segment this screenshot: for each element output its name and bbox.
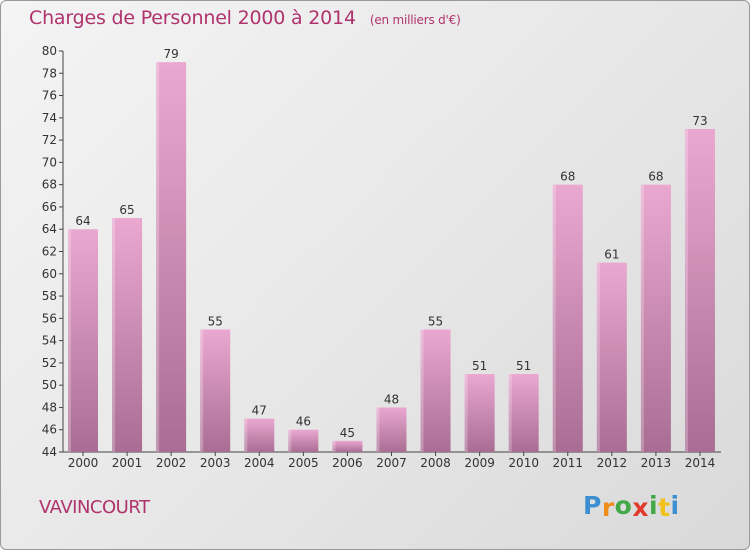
logo-letter: t (658, 493, 671, 522)
bar-2003[interactable] (200, 329, 231, 452)
logo-letter: i (649, 491, 659, 520)
data-label-2003: 55 (208, 314, 223, 328)
y-tick-label: 62 (42, 245, 57, 259)
bar-2011[interactable] (552, 184, 583, 452)
bar-highlight (640, 184, 644, 452)
x-tick-label-2005: 2005 (288, 456, 319, 470)
y-tick-label: 52 (42, 356, 57, 370)
y-tick-label: 56 (42, 311, 57, 325)
bar-highlight (420, 329, 424, 452)
y-tick-label: 64 (42, 222, 57, 236)
bar-2006[interactable] (332, 440, 363, 452)
bar-2005[interactable] (288, 429, 319, 452)
data-label-2005: 46 (296, 415, 311, 429)
x-tick-label-2010: 2010 (508, 456, 539, 470)
data-label-2001: 65 (119, 203, 134, 217)
y-tick-label: 66 (42, 200, 57, 214)
data-label-2010: 51 (516, 359, 531, 373)
y-tick-label: 46 (42, 423, 57, 437)
y-tick-label: 44 (42, 445, 57, 459)
y-tick-label: 48 (42, 400, 57, 414)
data-label-2014: 73 (692, 114, 707, 128)
logo-letter: P (583, 491, 602, 520)
chart-bars (68, 62, 715, 453)
y-tick-label: 54 (42, 334, 57, 348)
chart-title-text: Charges de Personnel 2000 à 2014 (29, 7, 356, 29)
x-tick-label-2007: 2007 (376, 456, 407, 470)
bar-2014[interactable] (684, 128, 715, 452)
bar-2001[interactable] (112, 218, 143, 452)
data-label-2000: 64 (75, 214, 90, 228)
bar-2009[interactable] (464, 374, 495, 452)
chart-title: Charges de Personnel 2000 à 2014 (en mill… (29, 7, 461, 29)
y-tick-label: 60 (42, 267, 57, 281)
bar-highlight (112, 218, 116, 452)
bar-highlight (464, 374, 468, 452)
x-tick-label-2002: 2002 (156, 456, 187, 470)
bar-highlight (244, 418, 248, 452)
bar-2004[interactable] (244, 418, 275, 452)
x-tick-label-2008: 2008 (420, 456, 451, 470)
bar-2012[interactable] (596, 262, 627, 452)
data-label-2013: 68 (648, 170, 663, 184)
bar-highlight (68, 229, 71, 452)
bar-2013[interactable] (640, 184, 671, 452)
data-label-2006: 45 (340, 426, 355, 440)
bar-highlight (156, 62, 160, 453)
y-tick-label: 50 (42, 378, 57, 392)
data-label-2008: 55 (428, 314, 443, 328)
x-tick-label-2014: 2014 (685, 456, 716, 470)
x-tick-label-2013: 2013 (641, 456, 672, 470)
data-label-2002: 79 (163, 47, 178, 61)
data-label-2009: 51 (472, 359, 487, 373)
y-tick-label: 80 (42, 44, 57, 58)
bar-highlight (552, 184, 556, 452)
proxiti-logo[interactable]: Proxiti (583, 491, 680, 522)
data-label-2011: 68 (560, 170, 575, 184)
logo-letter: x (632, 493, 649, 522)
x-tick-label-2006: 2006 (332, 456, 363, 470)
x-tick-label-2000: 2000 (68, 456, 99, 470)
bar-highlight (376, 407, 380, 452)
chart-subtitle: (en milliers d'€) (369, 13, 461, 27)
y-tick-label: 58 (42, 289, 57, 303)
bar-2010[interactable] (508, 374, 539, 452)
bar-2000[interactable] (68, 229, 98, 452)
data-label-2004: 47 (252, 404, 267, 418)
bar-2008[interactable] (420, 329, 451, 452)
chart-data-labels: 64 65 79 55 47 46 45 48 55 51 51 68 61 68 73 (75, 47, 707, 440)
bar-highlight (332, 440, 336, 452)
data-label-2012: 61 (604, 248, 619, 262)
bar-highlight (200, 329, 204, 452)
bar-2007[interactable] (376, 407, 407, 452)
bar-2002[interactable] (156, 62, 187, 453)
data-label-2007: 48 (384, 392, 399, 406)
bar-highlight (596, 262, 600, 452)
logo-letter: r (601, 493, 615, 522)
y-tick-label: 74 (42, 111, 57, 125)
x-tick-label-2011: 2011 (552, 456, 583, 470)
bar-highlight (684, 128, 688, 452)
bar-highlight (288, 429, 292, 452)
bar-highlight (508, 374, 512, 452)
city-name: VAVINCOURT (39, 497, 150, 518)
x-tick-label-2003: 2003 (200, 456, 231, 470)
y-tick-label: 70 (42, 155, 57, 169)
logo-letter: o (614, 491, 633, 520)
y-tick-label: 72 (42, 133, 57, 147)
x-tick-label-2009: 2009 (464, 456, 495, 470)
x-tick-label-2012: 2012 (597, 456, 628, 470)
x-tick-label-2004: 2004 (244, 456, 275, 470)
y-tick-label: 68 (42, 178, 57, 192)
logo-letter: i (670, 491, 680, 520)
y-tick-label: 76 (42, 89, 57, 103)
y-tick-label: 78 (42, 66, 57, 80)
x-tick-label-2001: 2001 (112, 456, 143, 470)
